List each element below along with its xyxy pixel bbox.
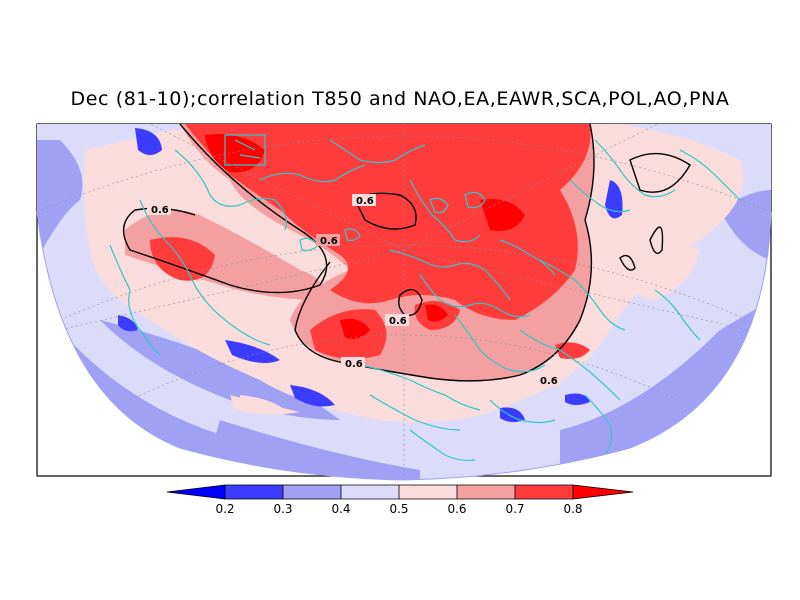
field-pink-southwest: [240, 395, 285, 412]
field-max-1: [205, 134, 265, 173]
field-min-india: [500, 407, 525, 423]
colorbar-segment: [225, 485, 283, 499]
contour-label: 0.6: [151, 205, 169, 216]
coastlines: [109, 134, 741, 462]
contour-labels: 0.6 0.6 0.6 0.6 0.6 0.6: [147, 194, 560, 387]
map-field: [37, 124, 771, 480]
field-low-west: [37, 140, 83, 260]
colorbar-tick-label: 0.8: [563, 502, 583, 516]
colorbar-segment: [167, 485, 225, 499]
map-title: Dec (81-10);correlation T850 and NAO,EA,…: [70, 88, 730, 110]
field-mid-east: [620, 242, 700, 300]
colorbar-segment: [515, 485, 573, 499]
contour-label-box: [536, 374, 560, 386]
contour-label-box: [316, 234, 340, 246]
contour-label: 0.6: [540, 376, 558, 387]
contour-label-box: [385, 314, 409, 326]
contour-06: [122, 124, 691, 382]
contour-label-box: [147, 203, 171, 215]
colorbar-tick-label: 0.6: [447, 502, 467, 516]
contour-label: 0.6: [356, 196, 374, 207]
contour-label: 0.6: [345, 359, 363, 370]
colorbar-dividers: [224, 485, 574, 499]
colorbar-segment: [573, 485, 633, 499]
field-low-band: [100, 320, 340, 420]
field-min-asia: [605, 180, 623, 219]
colorbar-tick-label: 0.5: [389, 502, 409, 516]
field-min-asia-south: [565, 393, 590, 405]
colorbar-tick-label: 0.7: [505, 502, 525, 516]
graticule: [37, 124, 771, 480]
contour-label-box: [341, 357, 365, 369]
colorbar: [166, 484, 634, 500]
field-min-pacific-2: [290, 385, 335, 407]
projection-rim: [36, 211, 772, 481]
colorbar-segment: [457, 485, 515, 499]
contour-label: 0.6: [320, 236, 338, 247]
colorbar-segment: [341, 485, 399, 499]
field-max-3: [340, 318, 370, 339]
field-min-pacific-1: [225, 340, 280, 364]
colorbar-tick-label: 0.4: [331, 502, 351, 516]
field-max-4: [425, 304, 448, 322]
field-high-asia: [555, 342, 590, 359]
field-high-westatlantic: [150, 237, 215, 281]
field-min-arctic: [135, 128, 162, 155]
colorbar-segment: [283, 485, 341, 499]
contour-label: 0.6: [389, 316, 407, 327]
field-min-pacific-3: [118, 315, 138, 332]
contour-label-box: [352, 194, 376, 206]
field-moderate-westatlantic: [125, 210, 323, 300]
field-max-2: [480, 199, 525, 231]
colorbar-tick-label: 0.2: [215, 502, 235, 516]
colorbar-segment: [399, 485, 457, 499]
colorbar-tick-label: 0.3: [273, 502, 293, 516]
